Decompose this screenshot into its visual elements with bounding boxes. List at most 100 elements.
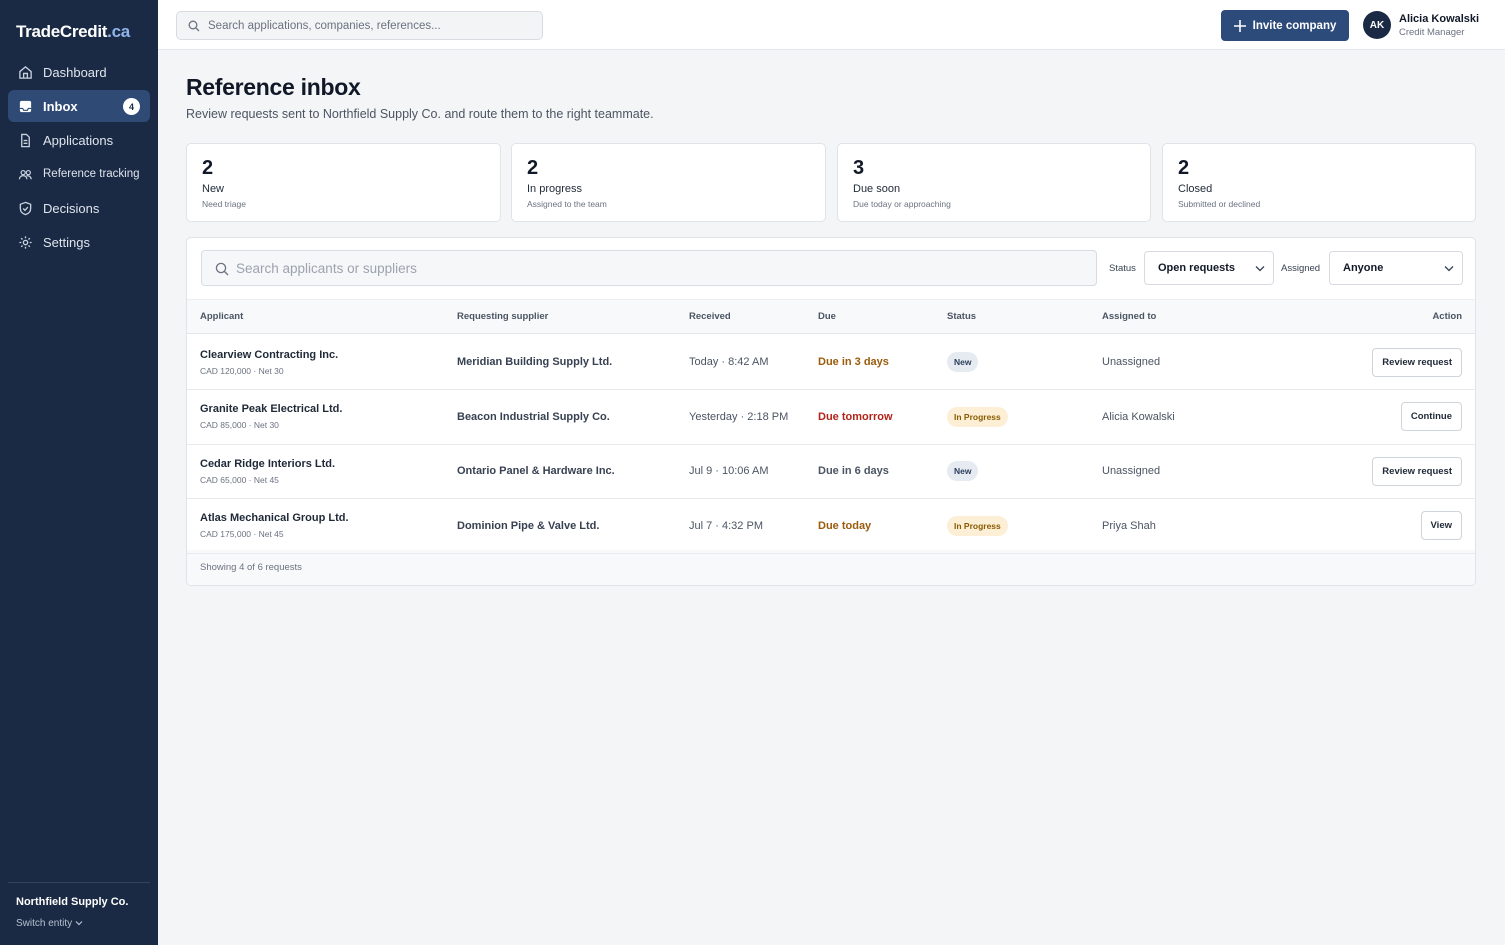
status-cell: In Progress (947, 515, 1102, 536)
search-placeholder: Search applications, companies, referenc… (208, 19, 441, 32)
due: Due today (818, 519, 872, 532)
user-role: Credit Manager (1399, 27, 1465, 38)
chevron (75, 921, 83, 926)
stat-card: 2 New Need triage (186, 143, 501, 222)
stat-card: 2 Closed Submitted or declined (1162, 143, 1476, 222)
column-header: Received (689, 311, 731, 322)
assigned-to: Alicia Kowalski (1102, 410, 1175, 423)
action-cell: Review request (1262, 456, 1462, 486)
assigned-value: Anyone (1343, 262, 1384, 274)
received: Today · 8:42 AM (689, 356, 769, 368)
nav-label: Reference tracking (43, 168, 140, 180)
nav-item[interactable]: Decisions (8, 192, 150, 224)
stat-label: Due soon (853, 183, 901, 195)
assigned-label: Assigned (1281, 263, 1321, 274)
stat-label: New (202, 183, 225, 195)
action-button[interactable]: Continue (1400, 402, 1462, 431)
applicant-terms: CAD 120,000 · Net 30 (200, 365, 284, 376)
entity: Northfield Supply Co. Switch entity (8, 882, 150, 942)
stat-value: 2 (202, 157, 214, 179)
applicant-cell: Atlas Mechanical Group Ltd. CAD 175,000 ·… (200, 512, 457, 539)
status-value: Open requests (1158, 262, 1236, 274)
status-badge: New (947, 461, 979, 481)
requests-panel: Search applicants or suppliers Status Op… (186, 237, 1476, 586)
filter-search[interactable]: Search applicants or suppliers (201, 250, 1097, 286)
column-header: Requesting supplier (457, 311, 549, 322)
column-header: Assigned to (1102, 311, 1157, 322)
status-cell: New (947, 461, 1102, 481)
supplier: Ontario Panel & Hardware Inc. (457, 465, 615, 477)
received: Jul 7 · 4:32 PM (689, 519, 763, 532)
applicant-name: Granite Peak Electrical Ltd. (200, 403, 343, 415)
column-header: Due (818, 311, 836, 322)
filter-placeholder: Search applicants or suppliers (236, 260, 417, 276)
due: Due in 6 days (818, 465, 889, 477)
table-row: Atlas Mechanical Group Ltd. CAD 175,000 ·… (187, 499, 1475, 554)
stat-value: 2 (527, 157, 539, 179)
status-badge: New (947, 352, 979, 372)
received: Yesterday · 2:18 PM (689, 410, 789, 423)
action-cell: Continue (1262, 402, 1462, 431)
action-cell: View (1262, 511, 1462, 540)
assigned-to: Unassigned (1102, 465, 1161, 477)
applicant-cell: Granite Peak Electrical Ltd. CAD 85,000 ·… (200, 403, 457, 430)
table-footer: Showing 4 of 6 requests (187, 550, 1475, 585)
nav-label: Dashboard (43, 64, 107, 80)
status-cell: New (947, 352, 1102, 372)
due: Due tomorrow (818, 410, 893, 423)
stat-note: Assigned to the team (527, 199, 607, 209)
brand-suffix: .ca (107, 22, 130, 41)
topbar: Search applications, companies, referenc… (158, 0, 1505, 50)
status-badge: In Progress (947, 406, 1008, 427)
action-cell: Review request (1262, 347, 1462, 377)
action-button[interactable]: View (1420, 511, 1462, 540)
page-subtitle: Review requests sent to Northfield Suppl… (186, 107, 654, 121)
assigned-to: Unassigned (1102, 356, 1161, 368)
applicant-cell: Clearview Contracting Inc. CAD 120,000 · … (200, 349, 457, 376)
stat-label: In progress (527, 183, 583, 195)
entity-name: Northfield Supply Co. (16, 896, 129, 908)
avatar[interactable]: AK (1363, 11, 1391, 39)
received: Jul 9 · 10:06 AM (689, 465, 769, 477)
assigned-to: Priya Shah (1102, 519, 1156, 532)
switch-entity[interactable]: Switch entity (16, 918, 142, 929)
nav: Dashboard Inbox 4 Applications Reference … (8, 56, 150, 260)
brand-name: TradeCredit (16, 22, 108, 41)
stat-value: 2 (1178, 157, 1190, 179)
nav-item[interactable]: Dashboard (8, 56, 150, 88)
action-button[interactable]: Review request (1372, 347, 1462, 377)
action-button[interactable]: Review request (1372, 456, 1462, 486)
applicant-name: Cedar Ridge Interiors Ltd. (200, 457, 336, 470)
applicant-cell: Cedar Ridge Interiors Ltd. CAD 65,000 · N… (200, 458, 457, 485)
nav-label: Applications (43, 132, 114, 148)
brand: TradeCredit.ca (16, 22, 130, 42)
stat-card: 3 Due soon Due today or approaching (837, 143, 1151, 222)
invite-button[interactable]: Invite company (1221, 10, 1349, 41)
stat-note: Due today or approaching (853, 199, 951, 209)
nav-item[interactable]: Inbox 4 (8, 90, 150, 122)
nav-item[interactable]: Reference tracking (8, 158, 150, 190)
table-row: Clearview Contracting Inc. CAD 120,000 · … (187, 335, 1475, 390)
stat-card: 2 In progress Assigned to the team (511, 143, 826, 222)
nav-item[interactable]: Applications (8, 124, 150, 156)
supplier: Dominion Pipe & Valve Ltd. (457, 519, 600, 532)
stat-label: Closed (1178, 183, 1213, 195)
status-badge: In Progress (947, 515, 1008, 536)
nav-item[interactable]: Settings (8, 226, 150, 258)
nav-label: Decisions (43, 200, 100, 216)
global-search[interactable]: Search applications, companies, referenc… (176, 11, 543, 40)
table-row: Cedar Ridge Interiors Ltd. CAD 65,000 · N… (187, 444, 1475, 499)
invite-label: Invite company (1252, 19, 1337, 32)
due: Due in 3 days (818, 356, 889, 368)
applicant-terms: CAD 65,000 · Net 45 (200, 474, 279, 485)
assigned-select[interactable]: Anyone (1329, 251, 1463, 285)
nav-badge: 4 (123, 98, 140, 115)
status-label: Status (1109, 263, 1136, 274)
applicant-terms: CAD 85,000 · Net 30 (200, 420, 279, 430)
stat-note: Need triage (202, 199, 246, 209)
column-header: Applicant (200, 311, 244, 322)
table-row: Granite Peak Electrical Ltd. CAD 85,000 ·… (187, 390, 1475, 445)
applicant-name: Atlas Mechanical Group Ltd. (200, 512, 349, 524)
status-select[interactable]: Open requests (1144, 251, 1274, 285)
